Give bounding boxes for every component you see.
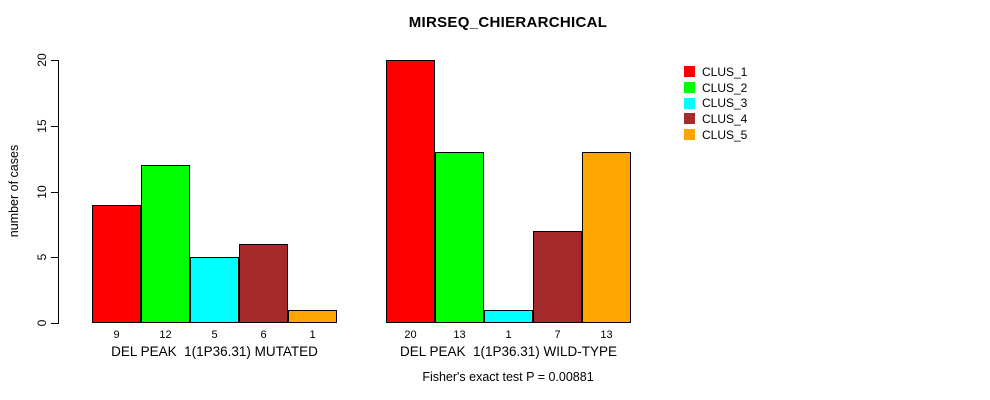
bar-value-label: 20 [404,329,417,341]
legend-item: CLUS_1 [684,64,747,80]
legend-item: CLUS_2 [684,80,747,96]
y-axis-tick-label: 0 [35,319,49,327]
bar [582,152,631,323]
y-axis-tick [51,125,58,127]
legend-swatch [684,129,695,141]
legend-label: CLUS_5 [702,127,748,142]
legend-item: CLUS_3 [684,95,747,111]
annotation-text: Fisher's exact test P = 0.00881 [422,370,594,384]
bar [533,231,582,323]
bar [484,310,533,323]
bar-value-label: 9 [113,329,120,341]
bar-value-label: 13 [600,329,613,341]
bar-value-label: 1 [505,329,512,341]
y-axis-tick [51,60,58,61]
legend-swatch [684,82,695,94]
bar-value-label: 5 [211,329,218,341]
chart-title: MIRSEQ_CHIERARCHICAL [408,14,608,31]
legend-swatch [684,113,695,125]
group-axis-label: DEL PEAK 1(1P36.31) MUTATED [111,344,318,359]
y-axis-tick-label: 10 [35,184,49,199]
bar-value-label: 7 [554,329,561,341]
bar [239,244,288,323]
y-axis-tick-label: 15 [35,119,49,133]
legend-swatch [684,66,695,78]
bar [190,257,239,323]
y-axis-tick [51,323,58,324]
bar-value-label: 6 [260,329,267,341]
y-axis-tick [51,257,58,259]
legend-item: CLUS_5 [684,127,747,143]
bar [92,205,141,323]
group-axis-label: DEL PEAK 1(1P36.31) WILD-TYPE [399,344,618,359]
bar [386,60,435,323]
y-axis-label: number of cases [7,144,21,238]
y-axis-tick [51,191,58,193]
bar-value-label: 13 [453,329,466,341]
legend-item: CLUS_4 [684,111,747,127]
bar [141,165,190,323]
legend-label: CLUS_3 [702,96,748,111]
y-axis-line [58,60,59,324]
legend-swatch [684,97,695,109]
y-axis-tick-label: 20 [35,53,49,67]
bar [288,310,337,323]
legend-label: CLUS_1 [702,64,748,79]
y-axis-tick-label: 5 [35,253,49,261]
bar-value-label: 1 [309,329,316,341]
legend-label: CLUS_4 [702,111,748,126]
bar [435,152,484,323]
legend-label: CLUS_2 [702,80,748,95]
legend: CLUS_1 CLUS_2 CLUS_3 CLUS_4 CLUS_5 [684,64,747,142]
bar-value-label: 12 [159,329,172,341]
